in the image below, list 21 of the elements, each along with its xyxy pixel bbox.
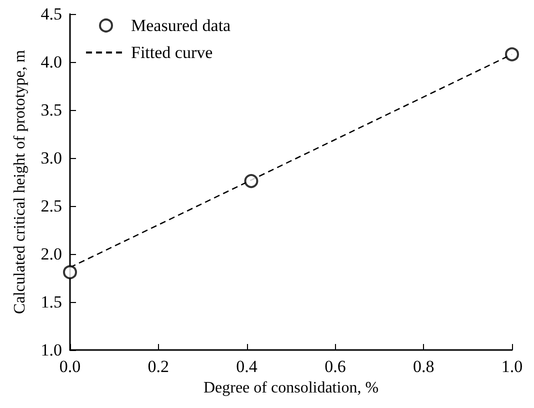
point <box>63 265 77 280</box>
legend-label: Fitted curve <box>131 43 213 62</box>
legend-label: Measured data <box>131 16 232 35</box>
y-tick-label: 1.5 <box>40 292 62 312</box>
x-axis-title: Degree of consolidation, % <box>203 380 379 396</box>
x-tick-label: 0.2 <box>148 357 170 376</box>
point <box>244 174 258 188</box>
x-tick-label: 0.0 <box>59 357 81 376</box>
point <box>505 47 519 62</box>
y-tick-label: 2.0 <box>40 244 62 264</box>
x-tick-label: 0.4 <box>236 357 258 376</box>
x-tick-label: 0.8 <box>412 357 434 376</box>
y-tick-label: 3.0 <box>40 148 62 168</box>
y-tick-label: 4.0 <box>40 52 62 72</box>
x-tick-label: 0.6 <box>324 357 346 376</box>
y-axis-title: Calculated critical height of prototype, m <box>12 49 28 314</box>
y-tick-label: 2.5 <box>40 196 62 216</box>
y-tick-label: 4.5 <box>40 4 62 24</box>
x-tick-label: 1.0 <box>501 357 523 376</box>
y-tick-label: 1.0 <box>40 340 62 360</box>
y-tick-label: 3.5 <box>40 100 62 120</box>
